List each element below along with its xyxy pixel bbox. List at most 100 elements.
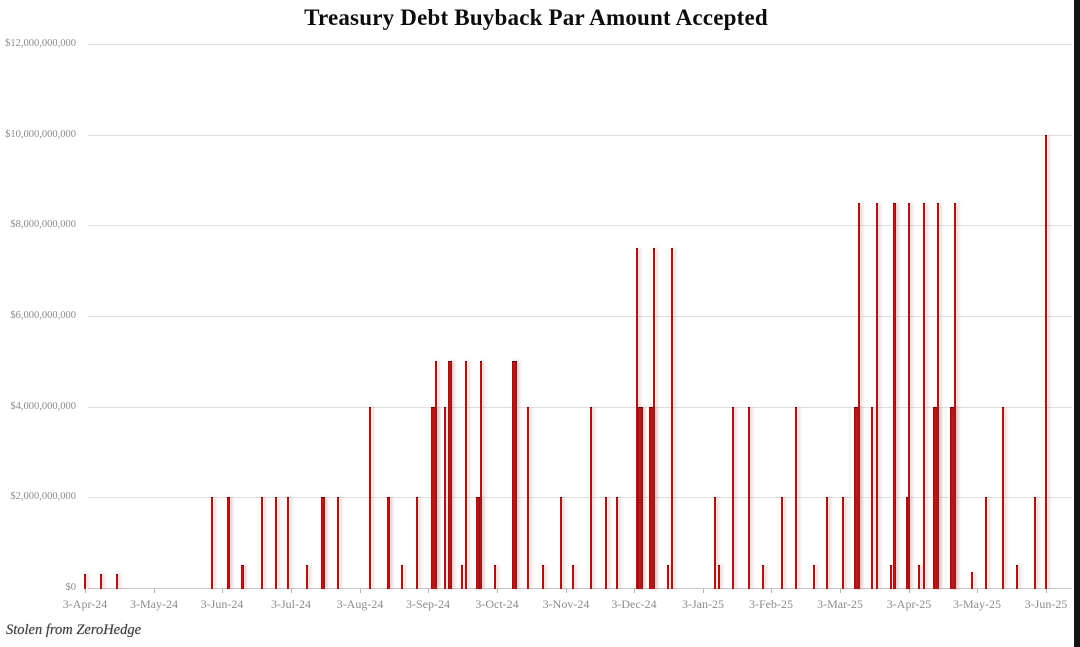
watermark-text: Stolen from ZeroHedge: [6, 622, 142, 638]
bar: [949, 406, 955, 589]
bar: [876, 202, 878, 589]
bar: [890, 565, 892, 589]
gridline: [88, 497, 1072, 499]
x-axis-tick: [566, 589, 567, 593]
bar: [826, 497, 828, 589]
bar: [476, 497, 480, 589]
y-axis-label: $8,000,000,000: [10, 219, 76, 231]
x-axis-tick: [291, 589, 292, 593]
gridline: [88, 134, 1072, 136]
bar: [718, 565, 720, 589]
bar: [858, 202, 860, 589]
x-axis-tick: [497, 589, 498, 593]
bar: [116, 574, 118, 589]
bar: [100, 574, 102, 589]
x-axis-tick: [703, 589, 704, 593]
bar: [542, 565, 544, 589]
x-axis-label: 3-Nov-24: [542, 597, 590, 611]
x-axis-tick: [771, 589, 772, 593]
gridline: [88, 316, 1072, 317]
x-axis-label: 3-Dec-24: [611, 597, 657, 611]
bar: [275, 497, 277, 589]
bar: [813, 565, 815, 589]
x-axis-label: 3-Jan-25: [682, 597, 724, 611]
y-axis-label: $12,000,000,000: [5, 38, 76, 49]
x-axis-label: 3-Apr-25: [886, 597, 932, 611]
x-axis-label: 3-Oct-24: [475, 597, 519, 611]
x-axis-label: 3-Aug-24: [336, 597, 384, 611]
bar: [892, 202, 896, 589]
y-axis-label: $4,000,000,000: [10, 400, 76, 412]
bar: [908, 202, 910, 589]
bar: [842, 497, 844, 589]
bar: [226, 497, 230, 589]
bar: [1045, 134, 1047, 589]
bar: [386, 497, 390, 589]
y-axis-label: $0: [65, 582, 77, 593]
x-axis-label: 3-Apr-24: [62, 597, 108, 611]
y-axis-label: $2,000,000,000: [10, 491, 76, 503]
bar: [648, 406, 654, 589]
bar: [511, 361, 517, 589]
bar: [369, 406, 371, 589]
bar: [560, 497, 562, 589]
y-axis-label: $6,000,000,000: [10, 310, 76, 321]
bar: [1034, 497, 1036, 589]
bar: [321, 497, 325, 589]
gridline: [88, 225, 1072, 227]
bar: [667, 565, 669, 589]
x-axis-tick: [85, 589, 86, 593]
x-axis-label: 3-Jun-24: [200, 597, 244, 611]
bar: [337, 497, 339, 589]
bar: [923, 202, 925, 589]
bar: [1016, 565, 1018, 589]
bar: [444, 406, 446, 589]
x-axis-tick: [360, 589, 361, 593]
bar: [465, 361, 467, 589]
bar: [240, 565, 244, 589]
y-axis-label: $10,000,000,000: [5, 128, 76, 140]
bar: [795, 406, 797, 589]
x-axis-tick: [840, 589, 841, 593]
x-axis-label: 3-Jun-25: [1024, 597, 1068, 611]
bar: [932, 406, 938, 589]
bar: [448, 361, 452, 589]
gridline: [88, 406, 1072, 408]
bar: [781, 497, 783, 589]
x-axis-tick: [634, 589, 635, 593]
bar: [971, 572, 973, 589]
bar: [306, 565, 308, 589]
bar: [590, 406, 592, 589]
bar: [918, 565, 920, 589]
bar: [937, 202, 939, 589]
bar: [871, 406, 873, 589]
x-axis-label: 3-Feb-25: [749, 597, 793, 611]
bar: [985, 497, 987, 589]
bar: [653, 248, 655, 589]
bar: [637, 406, 643, 589]
bar: [211, 497, 213, 589]
x-axis-tick: [154, 589, 155, 593]
x-axis-tick: [1046, 589, 1047, 593]
x-axis-tick: [428, 589, 429, 593]
screenshot-right-edge-strip: [1074, 0, 1080, 647]
bar: [853, 406, 859, 589]
bar: [287, 497, 289, 589]
x-axis-tick: [977, 589, 978, 593]
bar: [480, 361, 482, 589]
x-axis-tick: [909, 589, 910, 593]
bar: [906, 497, 908, 589]
bar: [732, 406, 734, 589]
bar: [762, 565, 764, 589]
bar: [430, 406, 436, 589]
x-axis-label: 3-Sep-24: [406, 597, 450, 611]
bar: [494, 565, 496, 589]
x-axis-tick: [222, 589, 223, 593]
bar: [954, 202, 956, 589]
bar: [84, 574, 86, 589]
bar: [748, 406, 750, 589]
bar: [616, 497, 618, 589]
bar: [714, 497, 716, 589]
bar: [527, 406, 529, 589]
